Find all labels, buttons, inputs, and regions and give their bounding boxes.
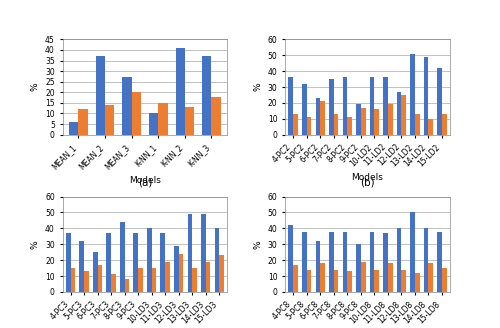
- Bar: [415, 114, 420, 135]
- Bar: [396, 228, 402, 292]
- X-axis label: Models: Models: [129, 176, 161, 185]
- Bar: [428, 119, 433, 135]
- Bar: [402, 270, 406, 292]
- Bar: [188, 214, 192, 292]
- Bar: [370, 232, 374, 292]
- Bar: [214, 228, 220, 292]
- Bar: [201, 214, 206, 292]
- Bar: [70, 268, 76, 292]
- Bar: [334, 114, 338, 135]
- Bar: [176, 48, 185, 135]
- Bar: [174, 246, 178, 292]
- Bar: [302, 232, 306, 292]
- Bar: [316, 241, 320, 292]
- Bar: [122, 77, 132, 135]
- Y-axis label: %: %: [30, 240, 40, 249]
- Bar: [428, 263, 433, 292]
- Bar: [424, 57, 428, 135]
- Bar: [288, 225, 293, 292]
- Bar: [316, 98, 320, 135]
- Bar: [302, 84, 306, 135]
- Bar: [306, 270, 312, 292]
- Bar: [374, 270, 379, 292]
- Title: (b): (b): [360, 177, 375, 187]
- Bar: [120, 222, 124, 292]
- Bar: [320, 263, 325, 292]
- Bar: [185, 107, 194, 135]
- Bar: [160, 233, 165, 292]
- Bar: [206, 262, 210, 292]
- Bar: [329, 79, 334, 135]
- Y-axis label: %: %: [253, 240, 262, 249]
- Bar: [306, 117, 312, 135]
- Bar: [84, 271, 89, 292]
- Bar: [93, 252, 98, 292]
- X-axis label: Models: Models: [352, 174, 384, 182]
- Bar: [134, 233, 138, 292]
- Bar: [410, 213, 415, 292]
- Bar: [442, 268, 446, 292]
- Y-axis label: %: %: [253, 83, 262, 91]
- Bar: [96, 56, 105, 135]
- Bar: [348, 271, 352, 292]
- Bar: [442, 114, 446, 135]
- Bar: [361, 108, 366, 135]
- Bar: [69, 122, 78, 135]
- Bar: [342, 232, 347, 292]
- Bar: [293, 114, 298, 135]
- Bar: [152, 268, 156, 292]
- Bar: [202, 56, 211, 135]
- Bar: [388, 263, 392, 292]
- Bar: [348, 117, 352, 135]
- Bar: [329, 232, 334, 292]
- Bar: [149, 113, 158, 135]
- Bar: [212, 96, 220, 135]
- Bar: [124, 279, 130, 292]
- Legend: Accuracy %, RMSE: Accuracy %, RMSE: [92, 216, 198, 230]
- Bar: [437, 232, 442, 292]
- Bar: [288, 77, 293, 135]
- Bar: [437, 68, 442, 135]
- Bar: [80, 241, 84, 292]
- Bar: [370, 77, 374, 135]
- Bar: [361, 262, 366, 292]
- Title: (a): (a): [138, 177, 152, 187]
- Bar: [178, 254, 184, 292]
- Bar: [192, 268, 197, 292]
- Bar: [396, 92, 402, 135]
- Bar: [105, 105, 115, 135]
- Bar: [106, 233, 111, 292]
- Bar: [165, 262, 170, 292]
- Bar: [356, 105, 361, 135]
- Bar: [410, 54, 415, 135]
- Legend: Accuracy %, RMSE: Accuracy %, RMSE: [315, 216, 420, 230]
- Bar: [383, 233, 388, 292]
- Bar: [383, 77, 388, 135]
- Bar: [334, 270, 338, 292]
- Bar: [424, 228, 428, 292]
- Bar: [111, 275, 116, 292]
- Y-axis label: %: %: [30, 83, 40, 91]
- Bar: [374, 109, 379, 135]
- Bar: [415, 273, 420, 292]
- Bar: [78, 109, 88, 135]
- Bar: [138, 268, 143, 292]
- Bar: [356, 244, 361, 292]
- Bar: [158, 103, 168, 135]
- Bar: [402, 95, 406, 135]
- Bar: [66, 233, 70, 292]
- Bar: [147, 228, 152, 292]
- Bar: [388, 105, 392, 135]
- Bar: [293, 265, 298, 292]
- Bar: [98, 265, 102, 292]
- Bar: [342, 77, 347, 135]
- Bar: [132, 92, 141, 135]
- Bar: [220, 256, 224, 292]
- Bar: [320, 101, 325, 135]
